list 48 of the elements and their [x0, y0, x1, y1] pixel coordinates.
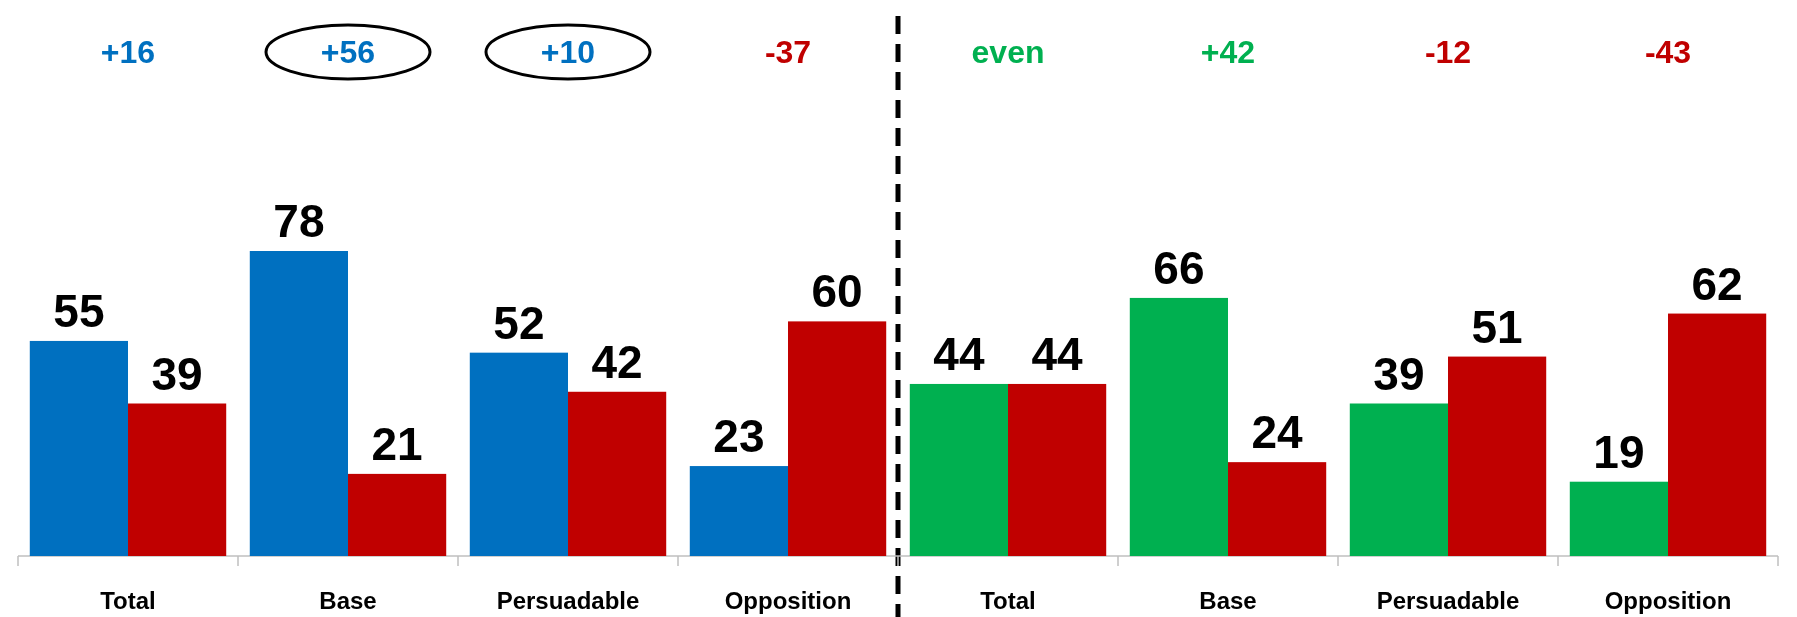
bar — [689, 466, 788, 556]
data-label: 60 — [811, 265, 863, 318]
bar — [29, 340, 128, 556]
x-tick-label: Persuadable — [1376, 587, 1520, 614]
x-tick-label: Persuadable — [496, 587, 640, 614]
text: -12 — [1424, 34, 1472, 70]
bar — [249, 251, 348, 556]
data-label: 44 — [1031, 327, 1084, 380]
text: +10 — [540, 34, 596, 70]
bar — [1008, 383, 1107, 556]
bar — [1129, 297, 1228, 556]
bar — [128, 403, 227, 556]
data-label: 21 — [371, 417, 423, 470]
bar — [1349, 403, 1448, 556]
bar — [1569, 481, 1668, 556]
data-label: 23 — [713, 410, 765, 463]
data-label: 52 — [493, 296, 545, 349]
data-label: 39 — [1373, 347, 1425, 400]
bar — [909, 383, 1008, 556]
x-tick-label: Base — [319, 587, 377, 614]
bar — [1448, 356, 1547, 556]
bar — [469, 352, 568, 556]
data-label: 78 — [273, 195, 325, 247]
bar — [1228, 462, 1327, 556]
x-tick-label: Opposition — [1604, 587, 1732, 614]
x-tick-label: Base — [1199, 587, 1257, 614]
text: +56 — [320, 34, 376, 70]
bar — [788, 321, 887, 556]
data-label: 39 — [151, 347, 203, 400]
text: even — [971, 34, 1045, 70]
data-label: 51 — [1471, 300, 1523, 353]
data-label: 66 — [1153, 241, 1205, 294]
x-tick-label: Total — [980, 587, 1036, 614]
data-label: 62 — [1691, 257, 1743, 310]
data-label: 55 — [53, 284, 105, 337]
bar — [1668, 313, 1767, 556]
data-label: 24 — [1251, 406, 1304, 459]
data-label: 19 — [1593, 425, 1645, 478]
x-tick-label: Total — [100, 587, 156, 614]
bar — [348, 473, 447, 556]
text: +16 — [100, 34, 156, 70]
text: -37 — [764, 34, 812, 70]
data-label: 44 — [933, 327, 985, 380]
text: -43 — [1644, 34, 1692, 70]
data-label: 42 — [591, 335, 643, 388]
text: +42 — [1200, 34, 1256, 70]
x-tick-label: Opposition — [724, 587, 852, 614]
bar — [568, 391, 667, 556]
